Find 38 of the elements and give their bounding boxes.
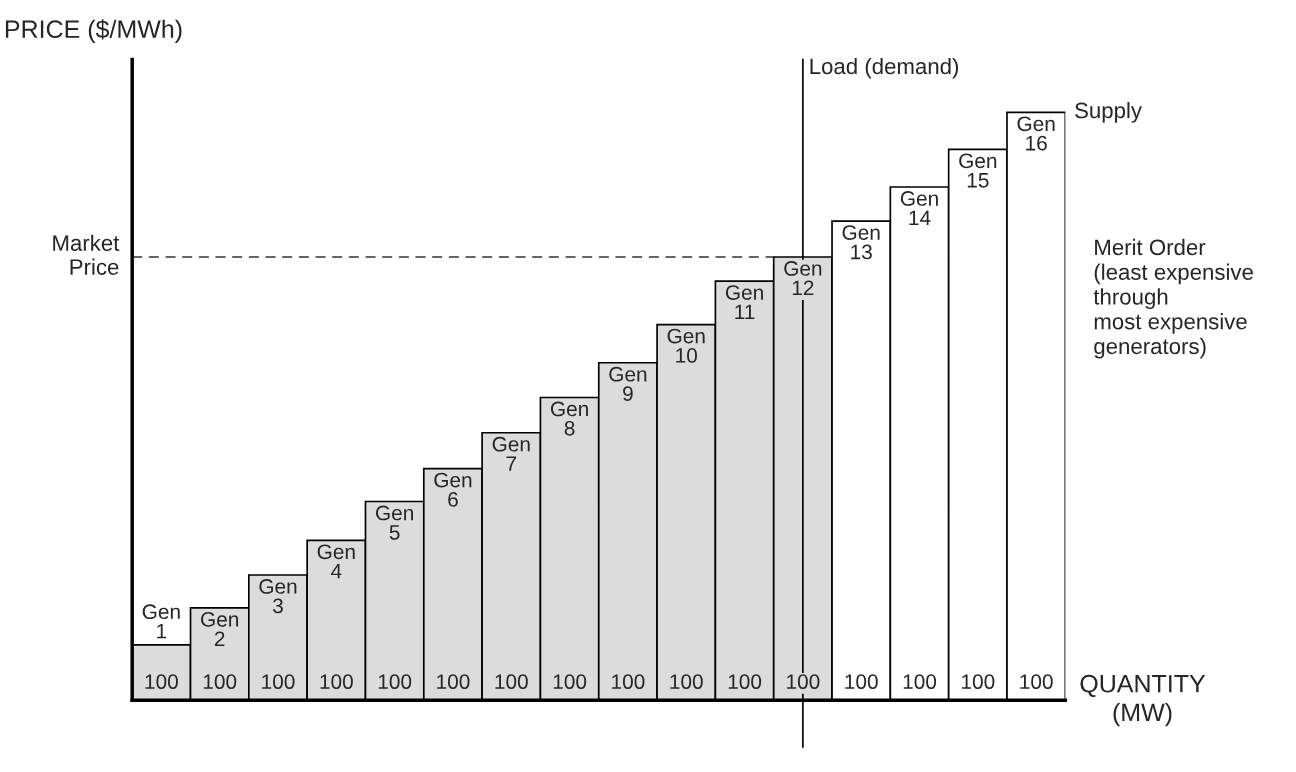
annotation: 100 bbox=[495, 674, 528, 690]
annotation: 100 bbox=[378, 674, 412, 690]
annotation: 100 bbox=[437, 674, 470, 690]
annotation: 100 bbox=[728, 674, 762, 690]
x-axis-title: QUANTITY (MW) bbox=[1080, 674, 1206, 727]
x-tick-label: Gen 7 bbox=[492, 436, 530, 471]
x-tick-label: Gen 16 bbox=[1017, 116, 1055, 151]
text: Merit Order (least expensive through most expensive generators) bbox=[1093, 238, 1253, 359]
annotation: 100 bbox=[1020, 674, 1053, 690]
annotation: 100 bbox=[262, 674, 295, 690]
x-tick-label: Gen 14 bbox=[900, 191, 938, 226]
x-tick-label: Gen 12 bbox=[784, 261, 822, 296]
x-tick-label: Gen 5 bbox=[375, 505, 413, 540]
x-tick-label: Gen 6 bbox=[434, 472, 472, 507]
x-tick-label: Gen 10 bbox=[667, 328, 705, 363]
ref-line-label: Load (demand) bbox=[810, 57, 959, 79]
x-tick-label: Gen 15 bbox=[959, 153, 997, 188]
ref-line-label: Market Price bbox=[53, 234, 120, 275]
x-tick-label: Gen 2 bbox=[201, 611, 239, 646]
annotation: Supply bbox=[1075, 101, 1142, 123]
x-tick-label: Gen 1 bbox=[142, 604, 180, 639]
annotation: 100 bbox=[670, 674, 703, 690]
x-tick-label: Gen 3 bbox=[259, 579, 297, 614]
annotation: 100 bbox=[962, 674, 995, 690]
annotation: 100 bbox=[845, 674, 878, 690]
x-tick-label: Gen 13 bbox=[842, 225, 880, 260]
annotation: 100 bbox=[553, 674, 587, 690]
annotation: 100 bbox=[203, 674, 237, 690]
x-tick-label: Gen 4 bbox=[317, 544, 355, 579]
annotation: 100 bbox=[612, 674, 645, 690]
annotation: 100 bbox=[903, 674, 937, 690]
annotation: 100 bbox=[787, 674, 820, 690]
annotation: 100 bbox=[145, 674, 178, 690]
x-tick-label: Gen 9 bbox=[609, 366, 647, 402]
x-tick-label: Gen 8 bbox=[550, 401, 588, 436]
x-tick-label: Gen 11 bbox=[725, 285, 763, 320]
annotation: 100 bbox=[320, 674, 353, 690]
y-axis-title: PRICE ($/MWh) bbox=[5, 19, 182, 43]
